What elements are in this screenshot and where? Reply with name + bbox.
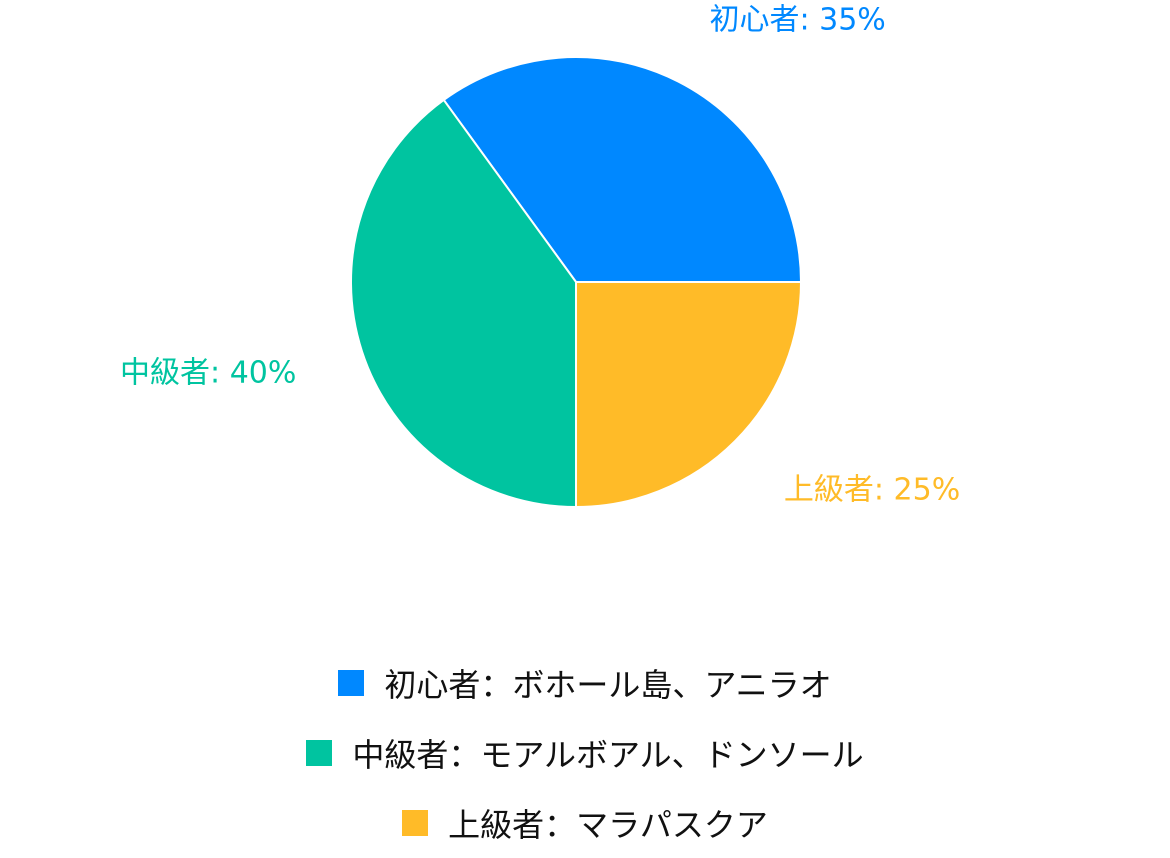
pie-chart: 初心者: 35% 中級者: 40% 上級者: 25% — [120, 3, 960, 509]
pie-label-intermediate: 中級者: 40% — [120, 355, 296, 390]
pie-label-advanced: 上級者: 25% — [784, 472, 960, 507]
legend-text-advanced: 上級者：マラパスクア — [448, 806, 768, 844]
pie-labels: 初心者: 35% 中級者: 40% 上級者: 25% — [120, 3, 960, 508]
legend-item-intermediate: 中級者：モアルボアル、ドンソール — [306, 718, 864, 788]
legend: 初心者：ボホール島、アニラオ 中級者：モアルボアル、ドンソール 上級者：マラパス… — [0, 648, 1170, 858]
legend-swatch-beginner — [338, 670, 365, 696]
legend-swatch-advanced — [402, 810, 429, 836]
legend-item-beginner: 初心者：ボホール島、アニラオ — [338, 648, 832, 718]
pie-slice-advanced — [575, 281, 803, 509]
legend-item-advanced: 上級者：マラパスクア — [402, 788, 768, 858]
legend-text-beginner: 初心者：ボホール島、アニラオ — [384, 666, 832, 704]
pie-slices — [350, 56, 803, 509]
pie-slice-intermediate — [350, 98, 577, 509]
legend-swatch-intermediate — [306, 740, 333, 766]
pie-label-beginner: 初心者: 35% — [709, 3, 885, 38]
legend-text-intermediate: 中級者：モアルボアル、ドンソール — [352, 736, 864, 774]
pie-slice-beginner — [442, 56, 803, 283]
